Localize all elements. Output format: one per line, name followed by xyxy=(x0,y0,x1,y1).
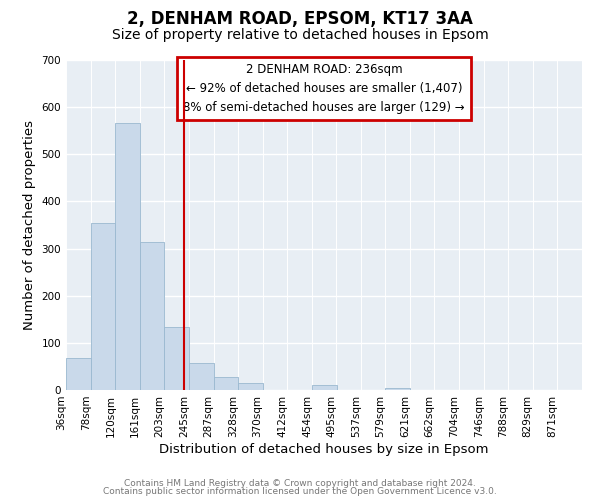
Bar xyxy=(164,328,189,390)
Bar xyxy=(312,386,337,390)
Text: Contains HM Land Registry data © Crown copyright and database right 2024.: Contains HM Land Registry data © Crown c… xyxy=(124,478,476,488)
X-axis label: Distribution of detached houses by size in Epsom: Distribution of detached houses by size … xyxy=(159,442,489,456)
Text: Contains public sector information licensed under the Open Government Licence v3: Contains public sector information licen… xyxy=(103,487,497,496)
Bar xyxy=(238,384,263,390)
Bar xyxy=(214,378,238,390)
Bar xyxy=(115,122,140,390)
Bar xyxy=(189,363,214,390)
Y-axis label: Number of detached properties: Number of detached properties xyxy=(23,120,36,330)
Text: Size of property relative to detached houses in Epsom: Size of property relative to detached ho… xyxy=(112,28,488,42)
Bar xyxy=(385,388,410,390)
Text: 2, DENHAM ROAD, EPSOM, KT17 3AA: 2, DENHAM ROAD, EPSOM, KT17 3AA xyxy=(127,10,473,28)
Bar xyxy=(140,242,164,390)
Text: 2 DENHAM ROAD: 236sqm
← 92% of detached houses are smaller (1,407)
8% of semi-de: 2 DENHAM ROAD: 236sqm ← 92% of detached … xyxy=(183,64,465,114)
Bar xyxy=(91,222,115,390)
Bar xyxy=(66,358,91,390)
